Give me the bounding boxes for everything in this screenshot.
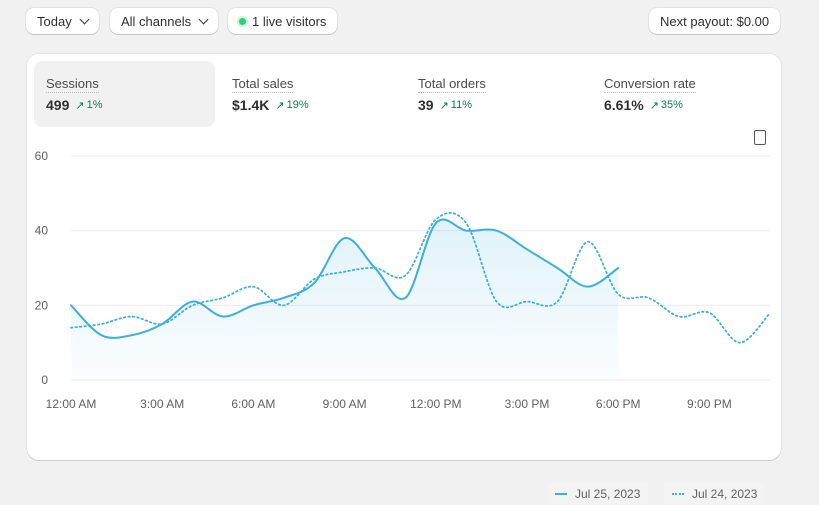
- next-payout-button[interactable]: Next payout: $0.00: [649, 8, 781, 34]
- metric-value: $1.4K: [232, 97, 270, 113]
- metric-delta: 19%: [286, 99, 309, 111]
- metric-label: Total sales: [232, 76, 294, 93]
- metric-sessions[interactable]: Sessions 499 ↗ 1%: [34, 61, 215, 127]
- live-visitors-label: 1 live visitors: [252, 13, 327, 29]
- legend-label: Jul 24, 2023: [692, 486, 758, 501]
- metric-label: Sessions: [46, 76, 99, 93]
- x-tick-label: 12:00 AM: [46, 397, 97, 411]
- metric-value: 499: [46, 97, 70, 113]
- export-report-icon[interactable]: [754, 130, 766, 145]
- payout-label: Next payout: $0.00: [660, 13, 770, 29]
- x-tick-label: 6:00 AM: [231, 397, 275, 411]
- x-tick-label: 3:00 AM: [140, 397, 184, 411]
- date-filter-button[interactable]: Today: [26, 8, 99, 34]
- metric-total-sales[interactable]: Total sales $1.4K ↗ 19%: [220, 61, 401, 127]
- trend-up-icon: ↗: [439, 99, 449, 112]
- metric-delta: 11%: [450, 99, 472, 111]
- x-tick-label: 3:00 PM: [505, 397, 550, 411]
- metric-delta: 1%: [86, 99, 103, 111]
- solid-line-swatch: [555, 492, 567, 495]
- y-tick-label: 0: [41, 373, 48, 387]
- sessions-chart: 0 20 40 60 12:00 AM 3:00 AM 6:00 AM 9:00 AM 12:0…: [35, 149, 772, 411]
- metric-label: Conversion rate: [604, 76, 696, 93]
- analytics-card: Sessions 499 ↗ 1% Total sales $1.4K ↗ 19% To…: [27, 54, 781, 505]
- x-tick-label: 9:00 PM: [687, 397, 732, 411]
- metric-conversion-rate[interactable]: Conversion rate 6.61% ↗ 35%: [592, 61, 773, 127]
- date-filter-label: Today: [37, 13, 72, 29]
- legend-item-jul-25[interactable]: Jul 25, 2023: [547, 482, 649, 505]
- x-tick-label: 12:00 PM: [410, 397, 461, 411]
- series-area-fill: [71, 219, 619, 380]
- metric-value: 39: [418, 97, 434, 113]
- channel-filter-button[interactable]: All channels: [110, 8, 219, 34]
- x-tick-label: 6:00 PM: [596, 397, 641, 411]
- legend-item-jul-24[interactable]: Jul 24, 2023: [664, 482, 766, 505]
- metric-total-orders[interactable]: Total orders 39 ↗ 11%: [406, 61, 587, 127]
- channel-filter-label: All channels: [121, 13, 192, 29]
- series-line-1: [70, 212, 772, 344]
- x-tick-label: 9:00 AM: [323, 397, 367, 411]
- trend-up-icon: ↗: [75, 99, 85, 112]
- legend-label: Jul 25, 2023: [575, 486, 641, 501]
- live-dot-icon: [239, 17, 246, 25]
- live-visitors-button[interactable]: 1 live visitors: [228, 8, 338, 34]
- trend-up-icon: ↗: [649, 99, 659, 112]
- metric-value: 6.61%: [604, 97, 644, 113]
- y-tick-label: 40: [35, 224, 49, 238]
- dotted-line-swatch: [672, 492, 684, 495]
- y-tick-label: 60: [35, 149, 49, 163]
- metric-label: Total orders: [418, 76, 486, 93]
- y-tick-label: 20: [35, 298, 49, 312]
- trend-up-icon: ↗: [275, 99, 285, 112]
- metric-delta: 35%: [660, 99, 683, 111]
